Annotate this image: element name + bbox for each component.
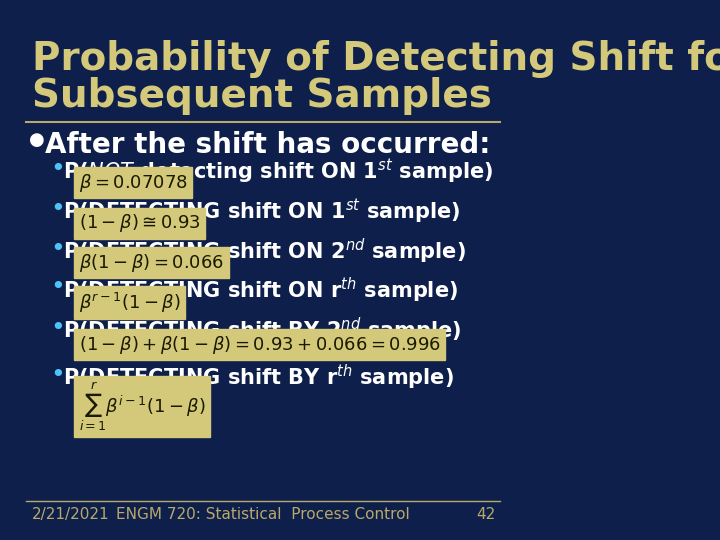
Text: Probability of Detecting Shift for: Probability of Detecting Shift for [32,40,720,78]
Text: After the shift has occurred:: After the shift has occurred: [45,131,490,159]
Text: $\sum_{i=1}^{r}\beta^{i-1}(1-\beta)$: $\sum_{i=1}^{r}\beta^{i-1}(1-\beta)$ [79,381,206,433]
Text: ENGM 720: Statistical  Process Control: ENGM 720: Statistical Process Control [117,507,410,522]
Text: P(DETECTING shift BY 2$^{nd}$ sample): P(DETECTING shift BY 2$^{nd}$ sample) [63,316,462,345]
Text: P($\mathit{NOT}$ detecting shift ON 1$^{st}$ sample): P($\mathit{NOT}$ detecting shift ON 1$^{… [63,157,493,186]
Text: $\beta^{r-1}(1-\beta)$: $\beta^{r-1}(1-\beta)$ [79,291,181,315]
Text: 2/21/2021: 2/21/2021 [32,507,109,522]
Text: $\beta(1-\beta) = 0.066$: $\beta(1-\beta) = 0.066$ [79,252,224,274]
Text: ●: ● [29,131,45,149]
Text: $\beta = 0.07078$: $\beta = 0.07078$ [79,172,188,194]
Text: Subsequent Samples: Subsequent Samples [32,77,492,114]
Text: $(1-\beta) \cong 0.93$: $(1-\beta) \cong 0.93$ [79,212,201,234]
Text: 42: 42 [476,507,495,522]
Text: P(DETECTING shift ON 1$^{st}$ sample): P(DETECTING shift ON 1$^{st}$ sample) [63,197,461,226]
Text: P(DETECTING shift ON 2$^{nd}$ sample): P(DETECTING shift ON 2$^{nd}$ sample) [63,237,466,266]
Text: $(1-\beta) + \beta(1-\beta) = 0.93 + 0.066 = 0.996$: $(1-\beta) + \beta(1-\beta) = 0.93 + 0.0… [79,334,441,356]
Text: P(DETECTING shift ON r$^{th}$ sample): P(DETECTING shift ON r$^{th}$ sample) [63,275,458,305]
Text: •: • [50,275,65,299]
Text: •: • [50,316,65,340]
FancyBboxPatch shape [0,0,534,540]
Text: •: • [50,237,65,260]
Text: •: • [50,157,65,180]
Text: •: • [50,197,65,221]
Text: •: • [50,363,65,387]
Text: P(DETECTING shift BY r$^{th}$ sample): P(DETECTING shift BY r$^{th}$ sample) [63,363,454,392]
